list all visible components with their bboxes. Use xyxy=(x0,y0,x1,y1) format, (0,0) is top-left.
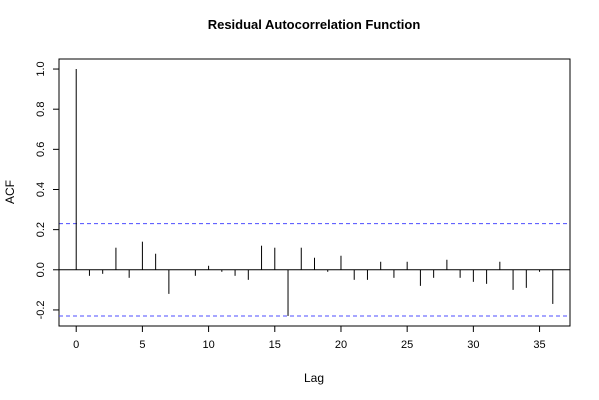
y-tick-label: 1.0 xyxy=(35,61,47,76)
plot-frame xyxy=(58,58,571,327)
y-tick-label: 0.6 xyxy=(35,142,47,157)
x-tick-label: 20 xyxy=(335,339,347,351)
x-tick-label: 10 xyxy=(202,339,214,351)
y-tick-label: 0.0 xyxy=(35,262,47,277)
x-tick-label: 0 xyxy=(73,339,79,351)
y-tick-label: 0.4 xyxy=(35,182,47,197)
confidence-bounds xyxy=(59,223,570,317)
y-axis-label: ACF xyxy=(3,180,17,204)
y-tick-label: 0.8 xyxy=(35,102,47,117)
y-axis: -0.2 0.0 0.2 0.4 0.6 0.8 1.0 xyxy=(35,61,60,319)
chart-title: Residual Autocorrelation Function xyxy=(208,17,421,32)
x-tick-label: 5 xyxy=(139,339,145,351)
x-tick-label: 30 xyxy=(467,339,479,351)
x-tick-label: 25 xyxy=(401,339,413,351)
x-axis: 0 5 10 15 20 25 30 35 xyxy=(73,325,546,351)
x-axis-label: Lag xyxy=(304,371,324,385)
acf-bars xyxy=(75,69,554,316)
y-tick-label: 0.2 xyxy=(35,222,47,237)
x-tick-label: 15 xyxy=(269,339,281,351)
y-tick-label: -0.2 xyxy=(35,300,47,319)
x-tick-label: 35 xyxy=(533,339,545,351)
